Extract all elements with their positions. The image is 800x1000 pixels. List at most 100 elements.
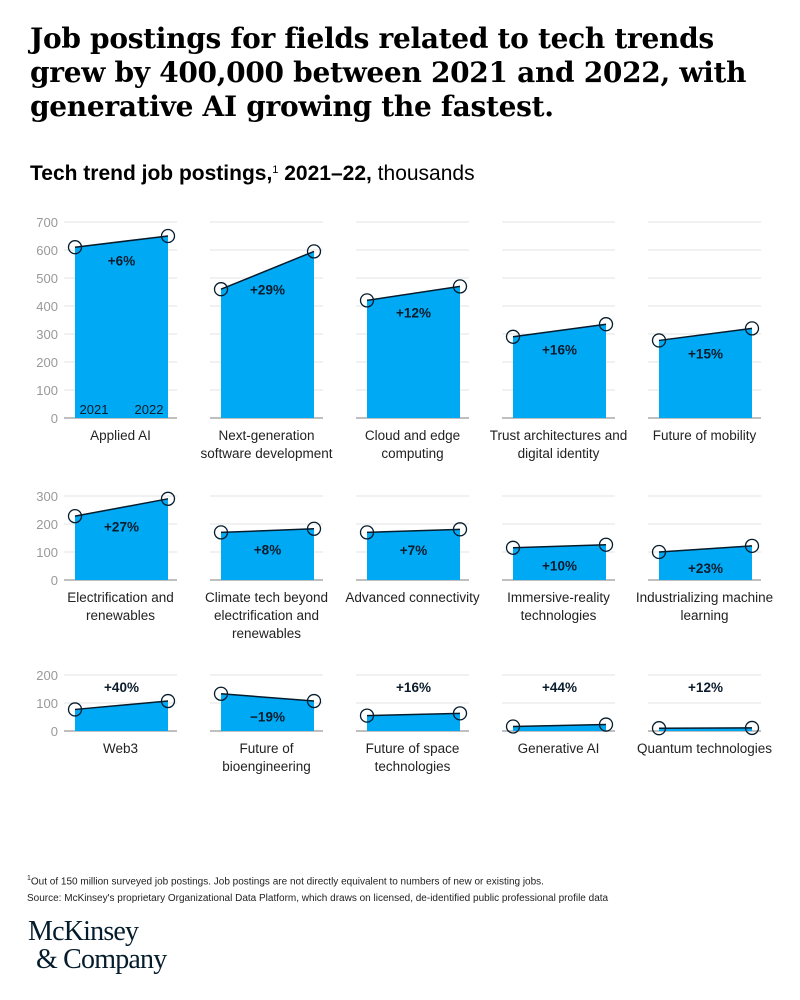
year-label-2021: 2021: [80, 402, 109, 417]
change-label: +16%: [542, 343, 577, 358]
change-label: +44%: [542, 680, 577, 695]
area-fill: [513, 544, 606, 580]
y-tick-label: 700: [36, 215, 58, 230]
data-point-2022: [744, 720, 760, 736]
y-tick-label: 400: [36, 299, 58, 314]
change-label: +12%: [688, 680, 723, 695]
data-point-2022: [744, 538, 760, 553]
y-tick-label: 100: [36, 383, 58, 398]
change-label: +12%: [396, 305, 431, 320]
area-fill: [75, 236, 168, 418]
panel-next-generation-software-development: +29%: [213, 244, 322, 418]
area-fill: [367, 286, 460, 418]
category-label: Climate tech beyond electrification and …: [204, 590, 329, 641]
footnote: 1Out of 150 million surveyed job posting…: [27, 870, 608, 907]
y-tick-label: 100: [36, 545, 58, 560]
source-note: Source: McKinsey's proprietary Organizat…: [27, 893, 609, 905]
panel-immersive-reality-technologies: +10%: [505, 537, 614, 580]
y-tick-label: 500: [36, 271, 58, 286]
change-label: +7%: [400, 543, 427, 558]
data-point-2021: [213, 686, 229, 701]
footnote-text: Out of 150 million surveyed job postings…: [30, 876, 544, 888]
category-label: Future of space technologies: [365, 741, 460, 774]
y-tick-label: 0: [51, 411, 58, 426]
mckinsey-logo: McKinsey & Company: [28, 916, 167, 975]
panel-future-of-space-technologies: +16%: [359, 680, 468, 731]
y-tick-label: 200: [36, 355, 58, 370]
trend-line: [74, 498, 169, 517]
data-point-2022: [452, 522, 468, 537]
data-point-2022: [598, 317, 614, 332]
area-fill: [659, 545, 752, 580]
trend-line: [512, 543, 607, 549]
area-fill: [221, 528, 314, 580]
data-point-2022: [160, 228, 176, 244]
panel-industrializing-machine-learning: +23%: [651, 538, 760, 580]
category-label: Generative AI: [517, 741, 600, 756]
change-label: +27%: [104, 519, 139, 534]
area-fill: [75, 498, 168, 580]
change-label: +8%: [254, 543, 281, 558]
footnote-note: 1Out of 150 million surveyed job posting…: [27, 870, 608, 890]
category-label: Industrializing machine learning: [635, 590, 774, 623]
y-tick-label: 600: [36, 243, 58, 258]
trend-line: [658, 327, 753, 342]
subtitle-main: Tech trend job postings,: [30, 162, 273, 185]
trend-line: [512, 323, 607, 338]
data-point-2021: [67, 240, 83, 255]
panel-generative-ai: +44%: [505, 680, 614, 734]
y-tick-label: 0: [51, 573, 58, 588]
category-label: Immersive-reality technologies: [507, 590, 610, 623]
category-label: Electrification and renewables: [67, 590, 174, 623]
logo-line-1: McKinsey: [28, 916, 139, 947]
panel-web3: +40%: [67, 680, 176, 731]
trend-line: [220, 693, 315, 702]
footnote-mark: 1: [272, 164, 279, 176]
category-label: Future of bioengineering: [222, 741, 311, 774]
y-tick-label: 200: [36, 517, 58, 532]
data-point-2021: [67, 702, 83, 717]
change-label: +15%: [688, 346, 723, 361]
subtitle-unit: thousands: [371, 162, 475, 185]
data-point-2022: [160, 693, 176, 709]
panel-future-of-mobility: +15%: [651, 321, 760, 418]
area-fill: [367, 529, 460, 580]
data-point-2021: [359, 525, 375, 540]
category-label: Quantum technologies: [636, 741, 773, 756]
data-point-2022: [452, 279, 468, 294]
trend-line: [220, 250, 315, 290]
data-point-2022: [306, 693, 322, 709]
category-label: Web3: [102, 741, 139, 756]
change-label: +23%: [688, 561, 723, 576]
change-label: +10%: [542, 558, 577, 573]
area-fill: [513, 324, 606, 418]
data-point-2021: [505, 719, 521, 734]
trend-line: [366, 285, 461, 302]
area-fill: [221, 251, 314, 418]
area-fill: [659, 328, 752, 418]
panel-climate-tech-beyond-electrification-and-renewables: +8%: [213, 521, 322, 580]
trend-line: [74, 235, 169, 248]
chart-title: Job postings for fields related to tech …: [30, 22, 747, 123]
data-point-2021: [359, 708, 375, 723]
category-label: Cloud and edge computing: [364, 428, 461, 461]
change-label: −19%: [250, 709, 285, 724]
category-label: Trust architectures and digital identity: [489, 428, 628, 461]
panel-advanced-connectivity: +7%: [359, 522, 468, 580]
data-point-2021: [213, 525, 229, 540]
logo-line-2: & Company: [36, 944, 167, 975]
change-label: +6%: [108, 254, 135, 269]
panel-cloud-and-edge-computing: +12%: [359, 279, 468, 418]
panel-quantum-technologies: +12%: [651, 680, 760, 736]
change-label: +40%: [104, 680, 139, 695]
footnote-mark: 1: [27, 875, 31, 882]
y-tick-label: 300: [36, 489, 58, 504]
data-point-2021: [213, 282, 229, 297]
data-point-2022: [744, 321, 760, 336]
y-tick-label: 100: [36, 696, 58, 711]
year-label-2022: 2022: [135, 402, 164, 417]
chart-subtitle: Tech trend job postings,1 2021–22, thous…: [30, 162, 475, 186]
data-point-2022: [306, 244, 322, 259]
data-point-2021: [505, 540, 521, 555]
trend-line: [366, 528, 461, 534]
